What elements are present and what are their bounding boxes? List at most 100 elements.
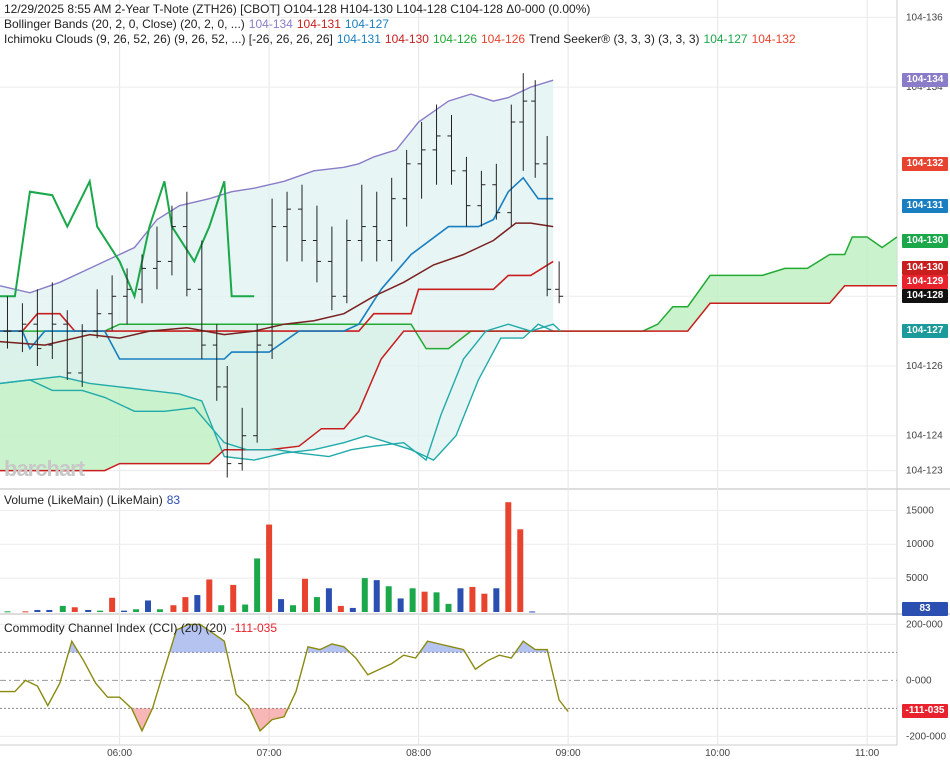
ohlc-bar [197,240,206,360]
volume-bar [361,578,368,612]
cci-tick-label: -200-000 [906,731,946,742]
ohlc-bar [477,170,486,227]
volume-tick-label: 15000 [906,505,934,516]
ohlc-bar [492,163,501,220]
cci-overbought-fill [420,641,465,653]
ohlc-bars [3,73,564,478]
ichi-v3: 104-126 [432,32,477,46]
volume-value: 83 [166,493,181,507]
bb-mid-line [0,222,554,346]
volume-bar [22,611,29,613]
volume-bar [290,605,297,612]
ohlc-bar [387,177,396,262]
ohlc-bar [519,73,528,171]
cci-legend[interactable]: Commodity Channel Index (CCI) (20) (20) -… [4,621,281,636]
ohlc-bar [223,366,232,478]
cci-label: Commodity Channel Index (CCI) (20) (20) [4,621,227,635]
ohlc-bar [297,184,306,262]
ohlc-bar [18,303,27,353]
symbol-quote: 12/29/2025 8:55 AM 2-Year T-Note (ZTH26)… [4,2,591,16]
ohlc-bar [268,198,277,360]
bollinger-legend[interactable]: Bollinger Bands (20, 2, 0, Close) (20, 2… [4,17,393,32]
ohlc-bar [152,226,161,290]
ohlc-bar [342,219,351,304]
volume-bar [121,610,128,612]
ohlc-bar [108,275,117,332]
volume-bar [254,558,261,612]
volume-bar [97,610,104,612]
ohlc-bar [432,104,441,185]
bb-upper-line [0,79,554,294]
ichi-v2: 104-130 [384,32,429,46]
volume-bar [109,597,116,612]
cci-tag: -111-035 [902,704,948,719]
volume-tick-label: 10000 [906,539,934,550]
volume-bar [337,605,344,612]
price-tick-label: 104-136 [906,12,943,23]
ichi-label: Ichimoku Clouds (9, 26, 52, 26) (9, 26, … [4,32,333,46]
volume-bar [133,609,140,612]
bb-upper-value: 104-134 [248,17,293,31]
cci-plot [0,623,569,733]
volume-bar [242,604,249,612]
volume-bar [59,605,66,612]
ohlc-bar [3,296,12,349]
ichi-v1: 104-131 [336,32,381,46]
ohlc-bar [327,226,336,311]
volume-label: Volume (LikeMain) (LikeMain) [4,493,163,507]
x-tick-label: 07:00 [257,748,282,759]
ohlc-bar [372,191,381,262]
ohlc-bar [93,289,102,339]
ohlc-bar [402,149,411,227]
volume-bars [4,502,536,613]
volume-bar [170,605,177,612]
volume-bar [301,578,308,612]
ohlc-bar [212,324,221,401]
ichimoku-legend[interactable]: Ichimoku Clouds (9, 26, 52, 26) (9, 26, … [4,32,800,47]
volume-bar [230,584,237,612]
ohlc-bar [462,156,471,227]
ohlc-bar [182,191,191,297]
price-tag: 104-129 [902,275,948,290]
volume-bar [194,595,201,612]
volume-legend[interactable]: Volume (LikeMain) (LikeMain) 83 [4,493,184,508]
bb-lower-value: 104-127 [344,17,389,31]
ohlc-bar [33,289,42,366]
ichi-v4: 104-126 [481,32,526,46]
price-tag: 104-130 [902,233,948,248]
chikou-line [0,178,255,300]
volume-bar [325,588,332,612]
cci-line [0,623,569,733]
volume-bar [349,607,356,612]
price-tag: 104-130 [902,261,948,276]
volume-bar [517,529,524,612]
ohlc-bar [78,324,87,387]
x-tick-label: 08:00 [406,748,431,759]
price-tag: 104-131 [902,198,948,213]
volume-bar [218,605,225,612]
volume-bar [71,607,78,612]
x-tick-label: 09:00 [556,748,581,759]
ohlc-bar [138,254,147,304]
ohlc-bar [312,205,321,283]
span-b-line [0,285,897,472]
ohlc-bar [63,310,72,380]
bb-lower-line [0,323,554,461]
bb-label: Bollinger Bands (20, 2, 0, Close) (20, 2… [4,17,245,31]
volume-bar [85,609,92,612]
volume-bar [46,609,53,612]
cci-value: -111-035 [230,621,278,635]
volume-bar [505,502,512,612]
price-legend-line1: 12/29/2025 8:55 AM 2-Year T-Note (ZTH26)… [4,2,594,17]
price-tick-label: 104-126 [906,361,943,372]
cci-oversold-fill [133,708,153,731]
cci-overbought-fill [170,624,226,653]
x-tick-label: 10:00 [705,748,730,759]
ohlc-bar [531,80,540,178]
volume-bar [4,611,11,613]
volume-bar [182,597,189,612]
price-tick-label: 104-124 [906,431,943,442]
volume-bar [457,588,464,612]
ohlc-bar [447,115,456,185]
